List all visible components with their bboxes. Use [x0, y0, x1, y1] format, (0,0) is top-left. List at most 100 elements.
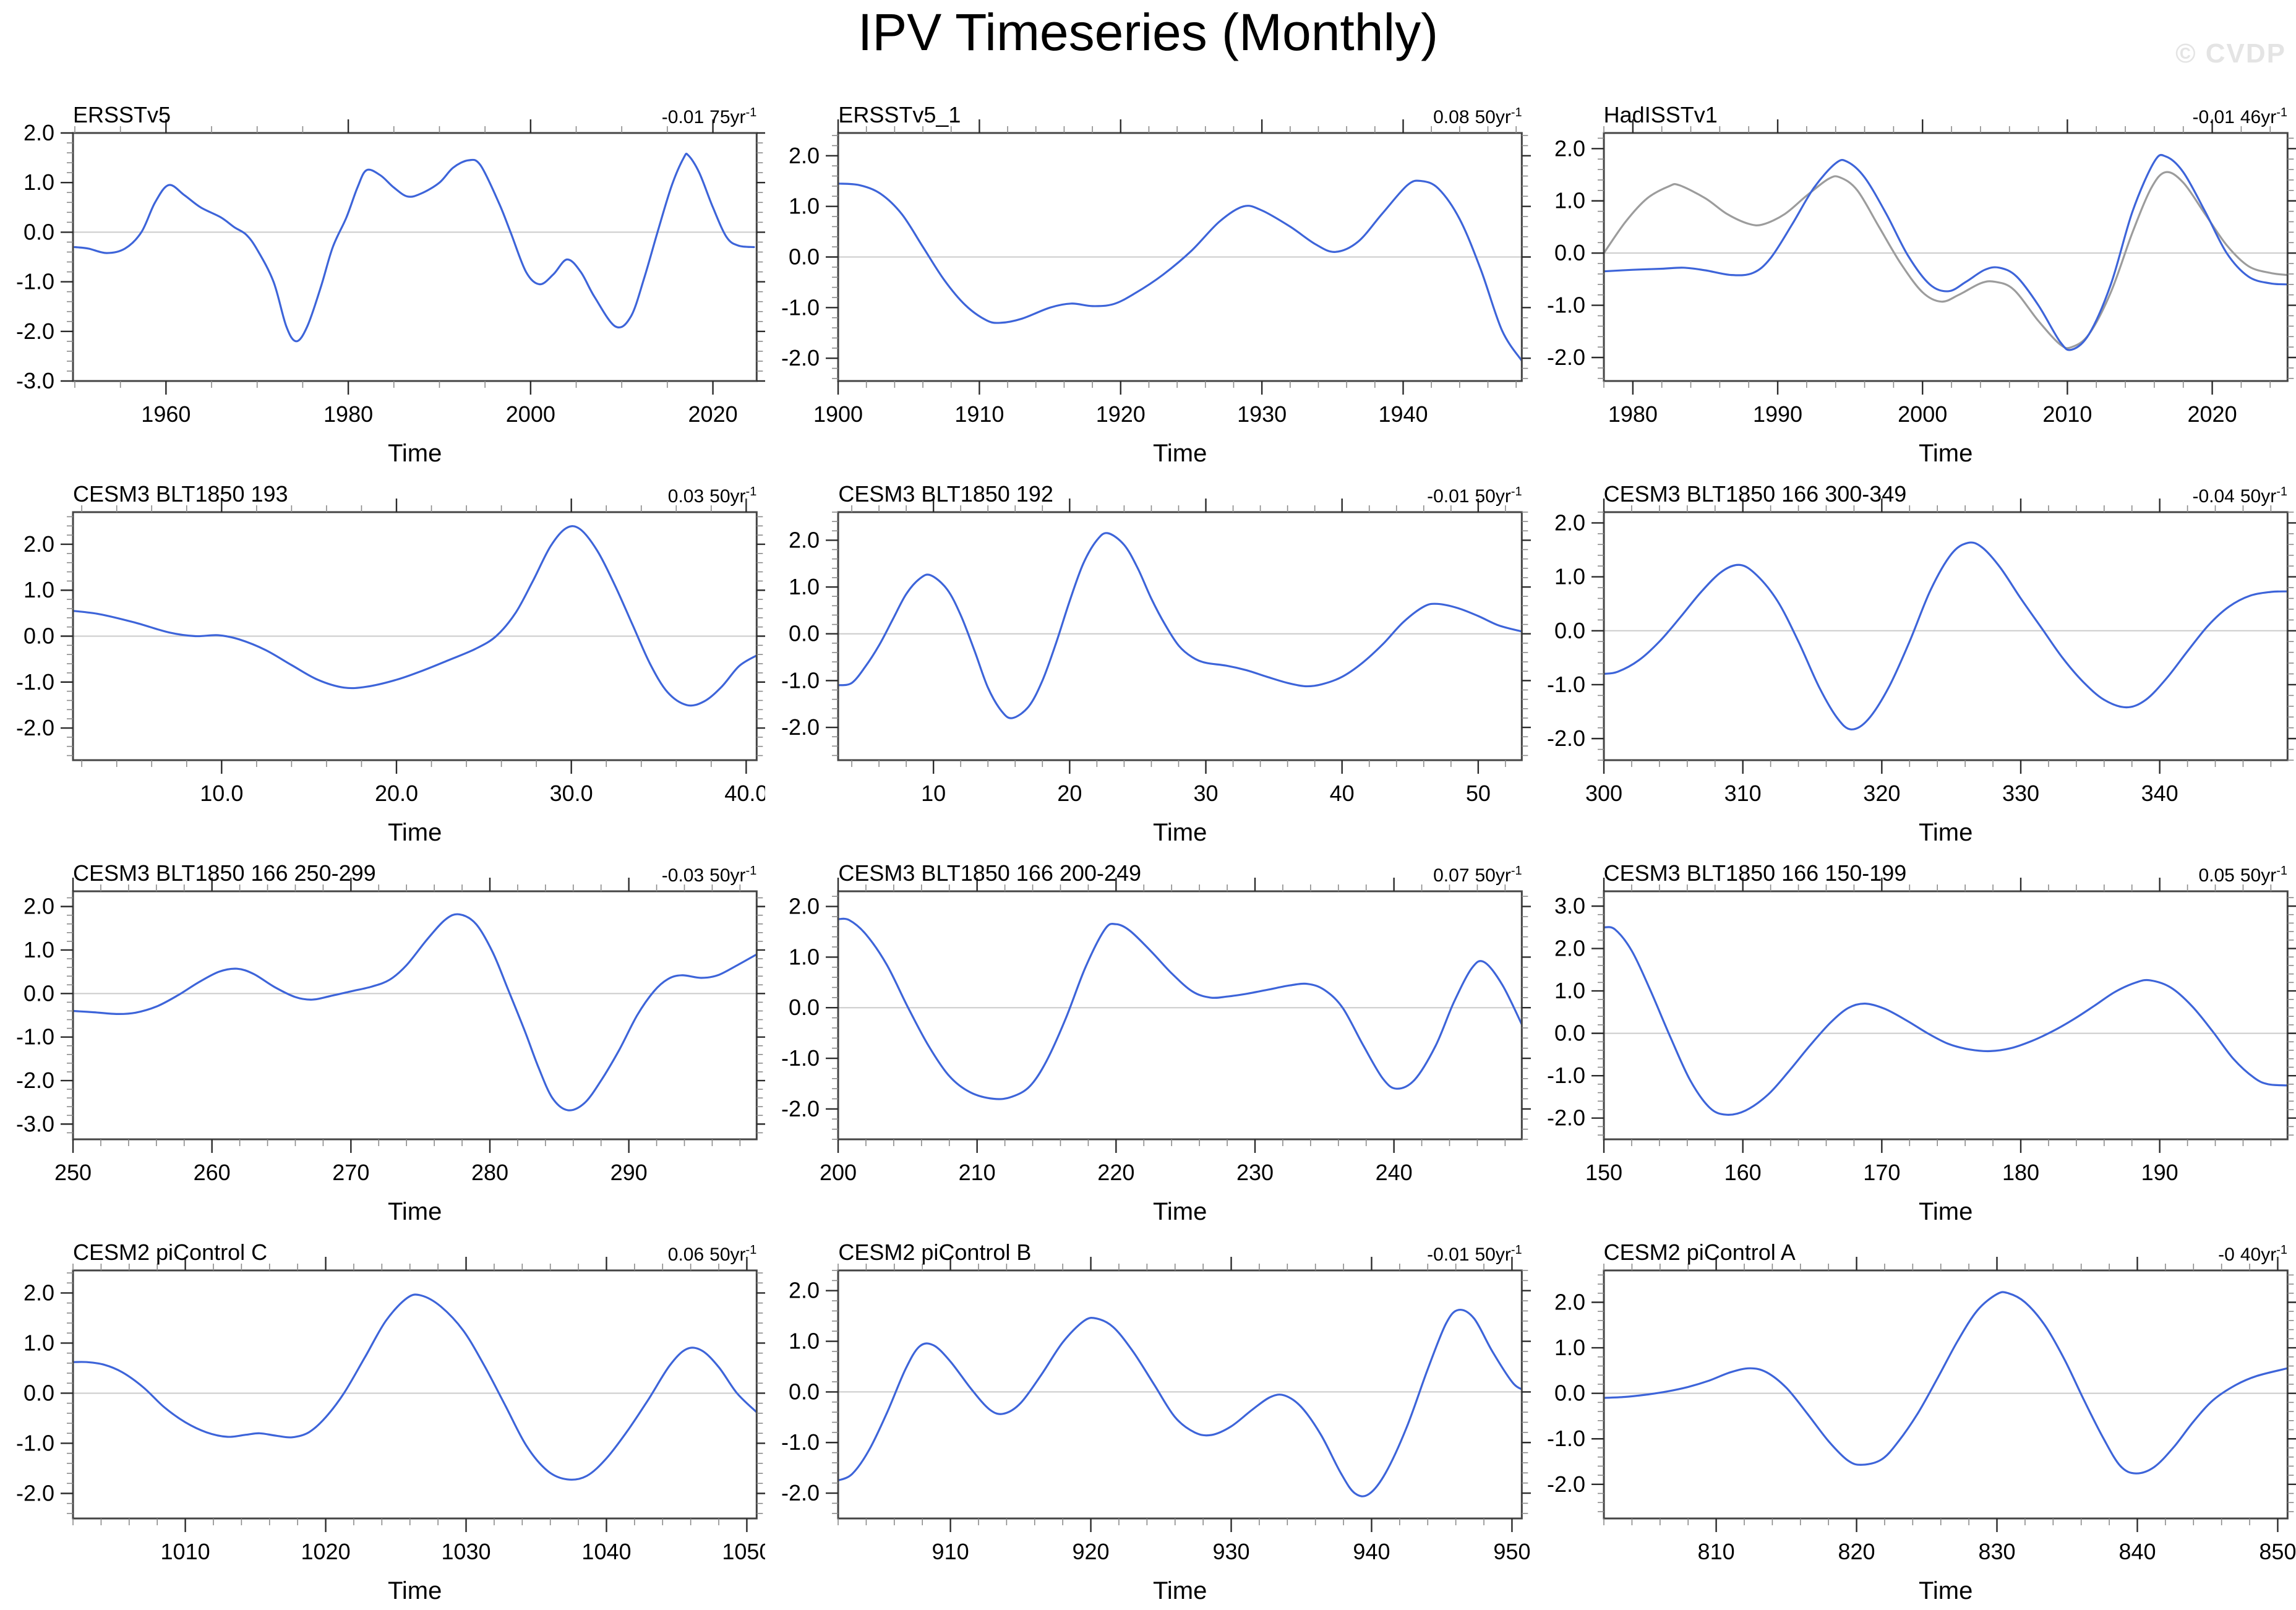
y-tick-label: 1.0	[789, 1329, 820, 1354]
trend-value: 0.07	[1433, 865, 1470, 886]
plot-cesm3-166-200-249: 200 210 220 230 240 -2.0 -1.0 0.0 1.0 2.0 Time	[781, 878, 1531, 1225]
series-group	[73, 1293, 757, 1481]
y-tick-label: 0.0	[1554, 1381, 1585, 1406]
x-tick-label: 1990	[1753, 401, 1802, 427]
trend-period: 50yr	[2240, 486, 2277, 507]
y-tick-label: -1.0	[16, 269, 54, 294]
x-tick-label: 1940	[1379, 401, 1428, 427]
plot-cesm3-166-300-349: 300 310 320 330 340 -2.0 -1.0 0.0 1.0 2.0 Time	[1547, 499, 2296, 846]
plot-ersstv5-1: 1900 1910 1920 1930 1940 -2.0 -1.0 0.0 1.0 2.0 Tim…	[781, 119, 1531, 467]
chart-title: ERSSTv5	[73, 102, 171, 127]
y-tick-label: 0.0	[789, 244, 820, 270]
chart-trend: -0 40yr-1	[2218, 1243, 2287, 1265]
x-tick-label: 1930	[1237, 401, 1287, 427]
chart-title: CESM2 piControl A	[1603, 1240, 1796, 1265]
chart-header: CESM3 BLT1850 166 250-299 -0.03 50yr-1	[73, 857, 756, 886]
plot-frame	[1603, 1269, 2289, 1520]
y-tick-label: 1.0	[1554, 1335, 1585, 1360]
x-tick-label: 30.0	[550, 781, 593, 806]
y-tick-label: 1.0	[789, 944, 820, 969]
y-tick-label: -1.0	[16, 1024, 54, 1050]
series-blue	[838, 917, 1522, 1100]
series-group	[838, 532, 1522, 719]
series-blue	[1603, 926, 2287, 1116]
page-title: IPV Timeseries (Monthly)	[857, 3, 1439, 61]
chart-cell-hadisstv1: HadISSTv1 -0.01 46yr-1 1980 1990 2000 2010 20…	[1531, 93, 2296, 473]
series-blue	[838, 1308, 1522, 1497]
x-tick-label: 2000	[1898, 401, 1947, 427]
y-tick-label: 0.0	[1554, 240, 1585, 265]
x-axis-title: Time	[388, 819, 442, 846]
y-tick-label: 1.0	[1554, 978, 1585, 1003]
x-tick-label: 850	[2259, 1539, 2296, 1564]
y-tick-label: -1.0	[781, 294, 820, 320]
chart-header: CESM3 BLT1850 166 150-199 0.05 50yr-1	[1604, 857, 2287, 886]
trend-value: -0.03	[661, 865, 705, 886]
trend-value: -0.01	[1427, 1244, 1470, 1265]
trend-value: -0.01	[1427, 486, 1470, 507]
x-tick-label: 2020	[2187, 401, 2237, 427]
chart-cell-cesm3-166-250-299: CESM3 BLT1850 166 250-299 -0.03 50yr-1 25…	[0, 852, 766, 1231]
trend-period: 40yr	[2240, 1244, 2277, 1265]
x-tick-label: 2010	[2042, 401, 2092, 427]
y-tick-label: -2.0	[16, 319, 54, 344]
series-blue	[838, 532, 1522, 719]
y-tick-label: -1.0	[781, 1045, 820, 1071]
x-tick-label: 20.0	[375, 781, 418, 806]
x-axis-title: Time	[388, 440, 442, 467]
plot-cesm2-picontrol-c: 1010 1020 1030 1040 1050 -2.0 -1.0 0.0 1.0 2.0 Tim…	[16, 1257, 766, 1604]
chart-trend: 0.03 50yr-1	[668, 485, 757, 507]
x-tick-label: 190	[2141, 1160, 2178, 1185]
y-tick-label: -1.0	[16, 669, 54, 695]
y-tick-label: -1.0	[781, 667, 820, 693]
y-tick-label: 2.0	[24, 531, 54, 557]
plot-frame	[72, 1269, 758, 1520]
trend-value: 0.03	[667, 486, 705, 507]
chart-title: CESM3 BLT1850 166 300-349	[1603, 481, 1907, 507]
chart-header: CESM3 BLT1850 166 300-349 -0.04 50yr-1	[1604, 477, 2287, 507]
x-tick-label: 1050	[722, 1539, 765, 1564]
series-blue	[73, 525, 757, 707]
x-tick-label: 210	[959, 1160, 996, 1185]
x-tick-label: 1980	[1608, 401, 1657, 427]
y-tick-label: 2.0	[24, 894, 54, 919]
x-tick-label: 170	[1863, 1160, 1900, 1185]
x-tick-label: 230	[1236, 1160, 1274, 1185]
y-tick-label: 0.0	[1554, 618, 1585, 643]
x-axis-title: Time	[1153, 1577, 1207, 1604]
plot-frame	[837, 511, 1523, 761]
chart-cell-cesm3-192: CESM3 BLT1850 192 -0.01 50yr-1 10 20 30 40 50…	[765, 473, 1531, 852]
y-tick-label: -2.0	[16, 1068, 54, 1093]
x-tick-label: 40.0	[724, 781, 765, 806]
trend-value: -0.01	[2192, 107, 2235, 127]
x-tick-label: 1900	[813, 401, 863, 427]
chart-cell-cesm3-166-150-199: CESM3 BLT1850 166 150-199 0.05 50yr-1 150…	[1531, 852, 2296, 1231]
y-tick-label: -2.0	[1547, 1105, 1585, 1131]
y-tick-label: -3.0	[16, 368, 54, 393]
series-blue	[838, 179, 1522, 362]
chart-title: CESM3 BLT1850 193	[73, 481, 288, 507]
x-tick-label: 270	[332, 1160, 369, 1185]
x-tick-label: 10.0	[200, 781, 243, 806]
y-tick-label: 0.0	[24, 623, 54, 649]
x-axis-title: Time	[388, 1198, 442, 1225]
y-tick-label: 1.0	[24, 937, 54, 962]
x-tick-label: 810	[1697, 1539, 1734, 1564]
series-blue	[1603, 541, 2287, 730]
trend-exponent: -1	[745, 106, 757, 119]
x-tick-label: 310	[1724, 781, 1761, 806]
x-tick-label: 50	[1466, 781, 1491, 806]
chart-header: HadISSTv1 -0.01 46yr-1	[1604, 98, 2287, 128]
plot-ersstv5: 1960 1980 2000 2020 -3.0 -2.0 -1.0 0.0 1.0 2.0 Tim…	[16, 119, 766, 467]
x-axis-title: Time	[1919, 1198, 1973, 1225]
chart-cell-ersstv5-1: ERSSTv5_1 0.08 50yr-1 1900 1910 1920 1930 194…	[765, 93, 1531, 473]
y-tick-label: -1.0	[16, 1430, 54, 1455]
y-tick-label: -1.0	[1547, 672, 1585, 697]
x-tick-label: 840	[2118, 1539, 2156, 1564]
y-tick-label: -2.0	[16, 1480, 54, 1505]
chart-trend: -0.01 50yr-1	[1427, 485, 1522, 507]
y-tick-label: 1.0	[24, 577, 54, 602]
x-tick-label: 2000	[506, 401, 555, 427]
plot-frame	[1603, 132, 2289, 382]
trend-period: 50yr	[1475, 486, 1511, 507]
